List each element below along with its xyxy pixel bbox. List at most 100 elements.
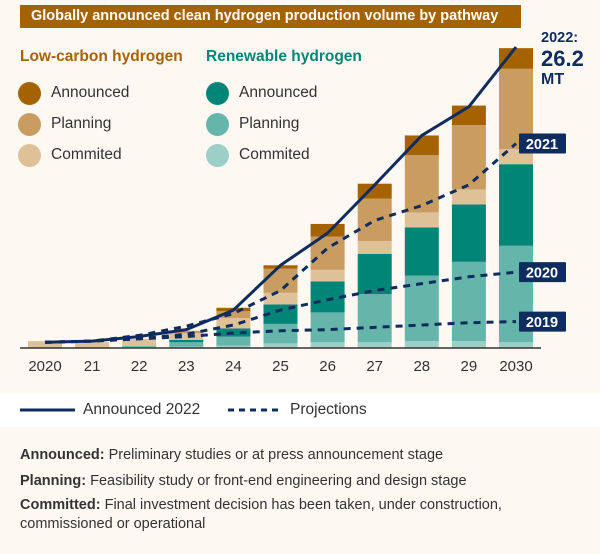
projection-label: 2020 <box>526 266 558 282</box>
line-legend-label: Projections <box>290 401 367 418</box>
bar-segment <box>499 48 533 69</box>
line-legend-label: Announced 2022 <box>83 401 201 418</box>
bar-segment <box>169 342 204 347</box>
annotation-value: 26.2 <box>541 46 584 71</box>
bar-segment <box>28 341 62 348</box>
line-legend: Announced 2022 Projections <box>0 393 600 427</box>
bar-segment <box>263 343 298 348</box>
legend-item-re-announced: Announced <box>206 81 317 105</box>
x-tick-label: 2020 <box>28 358 61 375</box>
annotation-unit: MT <box>541 71 564 88</box>
bar-segment <box>404 341 439 348</box>
bar-segment <box>357 253 392 295</box>
swatch-icon <box>206 143 229 167</box>
note-term: Planning: <box>20 473 87 489</box>
legend-label: Planning <box>239 115 300 132</box>
bar-segment <box>310 269 345 282</box>
legend-item-re-commited: Commited <box>206 143 310 167</box>
bar-segment <box>404 135 439 155</box>
legend-item-lc-commited: Commited <box>18 143 122 167</box>
note-term: Announced: <box>20 447 105 463</box>
line-2021 <box>44 142 517 344</box>
bar-segment <box>451 189 486 205</box>
note-announced: Announced: Preliminary studies or at pre… <box>20 446 590 465</box>
bar-segment <box>357 294 392 343</box>
bar-segment <box>310 223 345 237</box>
bar-segment <box>216 311 251 319</box>
bar-segment <box>451 204 486 262</box>
note-text: Feasibility study or front-end engineeri… <box>86 473 467 489</box>
legend-label: Announced <box>51 84 130 101</box>
swatch-icon <box>18 143 41 167</box>
note-text: Final investment decision has been taken… <box>20 497 502 532</box>
bar-segment <box>499 164 533 246</box>
bar-segment <box>404 227 439 276</box>
bar-segment <box>169 333 204 340</box>
bar-segment <box>75 342 110 348</box>
bar-segment <box>263 292 298 305</box>
bar-segment <box>216 336 251 346</box>
bar-segment <box>357 198 392 242</box>
note-term: Committed: <box>20 497 101 513</box>
note-planning: Planning: Feasibility study or front-end… <box>20 472 590 491</box>
note-text: Preliminary studies or at press announce… <box>104 447 444 463</box>
bar-segment <box>357 342 392 348</box>
x-tick-label: 26 <box>319 358 336 375</box>
swatch-icon <box>18 81 41 105</box>
bar-segment <box>404 275 439 342</box>
swatch-icon <box>206 81 229 105</box>
bar-segment <box>499 342 533 348</box>
projection-label: 2021 <box>526 137 558 153</box>
x-tick-label: 28 <box>413 358 430 375</box>
bar-segment <box>169 330 204 334</box>
x-tick-label: 29 <box>461 358 478 375</box>
x-tick-label: 22 <box>131 358 148 375</box>
bar-segment <box>404 154 439 213</box>
bar-segment <box>122 338 157 346</box>
bar-segment <box>169 339 204 343</box>
legend-item-lc-planning: Planning <box>18 112 111 136</box>
bar-segment <box>122 345 157 347</box>
legend-item-lc-announced: Announced <box>18 81 129 105</box>
legend-item-re-planning: Planning <box>206 112 299 136</box>
bar-segment <box>451 125 486 190</box>
legend-label: Commited <box>239 146 310 163</box>
projection-label-box <box>519 262 566 283</box>
bar-segment <box>216 318 251 329</box>
legend-label: Planning <box>51 115 112 132</box>
swatch-icon <box>18 112 41 136</box>
line-2019 <box>44 320 517 344</box>
legend-label: Commited <box>51 146 122 163</box>
bar-segment <box>263 268 298 293</box>
line-legend-solid: Announced 2022 <box>20 401 200 419</box>
bar-segment <box>404 212 439 228</box>
plot-area: 2020 21 22 23 24 25 26 27 28 29 2030 2021 2020 2019 20… <box>20 30 584 375</box>
annotation-year: 2022: <box>541 30 578 46</box>
bar-segment <box>451 261 486 342</box>
x-tick-label: 24 <box>225 358 242 375</box>
bar-segment <box>310 312 345 343</box>
swatch-icon <box>206 112 229 136</box>
bar-segment <box>357 241 392 254</box>
x-tick-label: 27 <box>366 358 383 375</box>
legend-heading-low-carbon: Low-carbon hydrogen <box>20 48 183 65</box>
projection-label-box <box>519 311 566 332</box>
dashed-line-icon <box>228 408 280 412</box>
projection-label: 2019 <box>526 315 558 331</box>
bar-segment <box>451 341 486 348</box>
legend-heading-renewable: Renewable hydrogen <box>206 48 362 65</box>
x-tick-label: 21 <box>84 358 101 375</box>
x-tick-label: 2030 <box>499 358 532 375</box>
bar-segment <box>263 323 298 344</box>
note-committed: Committed: Final investment decision has… <box>20 496 590 534</box>
legend-label: Announced <box>239 84 318 101</box>
x-tick-label: 25 <box>272 358 289 375</box>
projection-label-box <box>519 133 566 154</box>
chart-title: Globally announced clean hydrogen produc… <box>20 5 521 28</box>
bar-segment <box>310 281 345 313</box>
x-tick-label: 23 <box>178 358 195 375</box>
line-legend-dashed: Projections <box>228 401 367 419</box>
bar-segment <box>216 345 251 348</box>
bar-segment <box>310 342 345 348</box>
